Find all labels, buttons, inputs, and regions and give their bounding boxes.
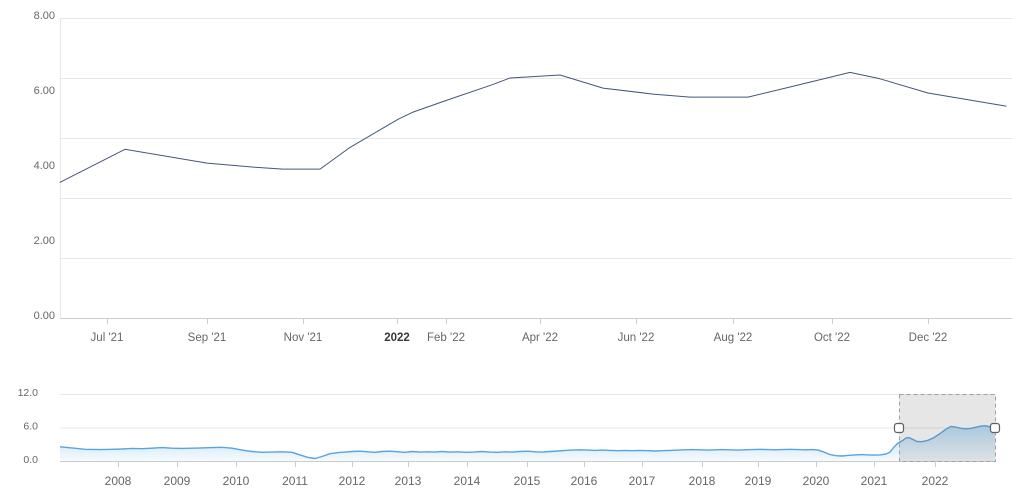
nav-year-label: 2019 xyxy=(745,474,772,488)
nav-y-axis-label: 6.0 xyxy=(23,420,38,432)
navigator: 12.0 6.0 0.0 2008 2009 2010 2011 2012 2013 2014 20… xyxy=(18,387,1001,488)
nav-year-label: 2022 xyxy=(922,474,949,488)
y-axis-label: 0.00 xyxy=(34,310,55,322)
x-axis-label: Apr '22 xyxy=(522,332,558,344)
nav-year-label: 2017 xyxy=(629,474,656,488)
nav-year-label: 2013 xyxy=(395,474,422,488)
navigator-handle-left[interactable] xyxy=(893,422,905,434)
nav-year-label: 2021 xyxy=(861,474,888,488)
x-axis-label: Nov '21 xyxy=(284,332,323,344)
main-series-line[interactable] xyxy=(59,71,1007,183)
nav-year-label: 2010 xyxy=(223,474,250,488)
x-axis-label: Jun '22 xyxy=(618,332,655,344)
nav-year-label: 2016 xyxy=(571,474,598,488)
nav-year-label: 2020 xyxy=(803,474,830,488)
nav-year-label: 2011 xyxy=(282,474,308,488)
y-axis-label: 4.00 xyxy=(34,160,55,172)
navigator-handle-right[interactable] xyxy=(989,422,1001,434)
nav-y-axis-label: 12.0 xyxy=(18,387,39,399)
x-axis-label: Sep '21 xyxy=(188,332,227,344)
nav-year-label: 2008 xyxy=(105,474,132,488)
x-axis-label: 2022 xyxy=(384,332,410,344)
y-axis-label: 2.00 xyxy=(34,235,55,247)
nav-year-label: 2015 xyxy=(514,474,541,488)
x-axis-label: Jul '21 xyxy=(91,332,124,344)
x-axis-label: Feb '22 xyxy=(427,332,465,344)
navigator-line xyxy=(59,425,996,460)
nav-year-label: 2012 xyxy=(339,474,366,488)
x-axis-label: Oct '22 xyxy=(814,332,850,344)
nav-year-label: 2018 xyxy=(689,474,716,488)
nav-year-label: 2009 xyxy=(164,474,191,488)
y-axis-label: 6.00 xyxy=(34,85,55,97)
main-chart: 8.00 6.00 4.00 2.00 0.00 Jul '21 Sep '21 Nov '2… xyxy=(34,10,1012,344)
navigator-selected-range[interactable] xyxy=(899,394,996,462)
y-axis-label: 8.00 xyxy=(34,10,55,22)
x-axis-label: Dec '22 xyxy=(909,332,948,344)
nav-y-axis-label: 0.0 xyxy=(23,454,38,466)
nav-year-label: 2014 xyxy=(454,474,481,488)
navigator-area[interactable] xyxy=(60,425,995,461)
x-axis-label: Aug '22 xyxy=(714,332,753,344)
